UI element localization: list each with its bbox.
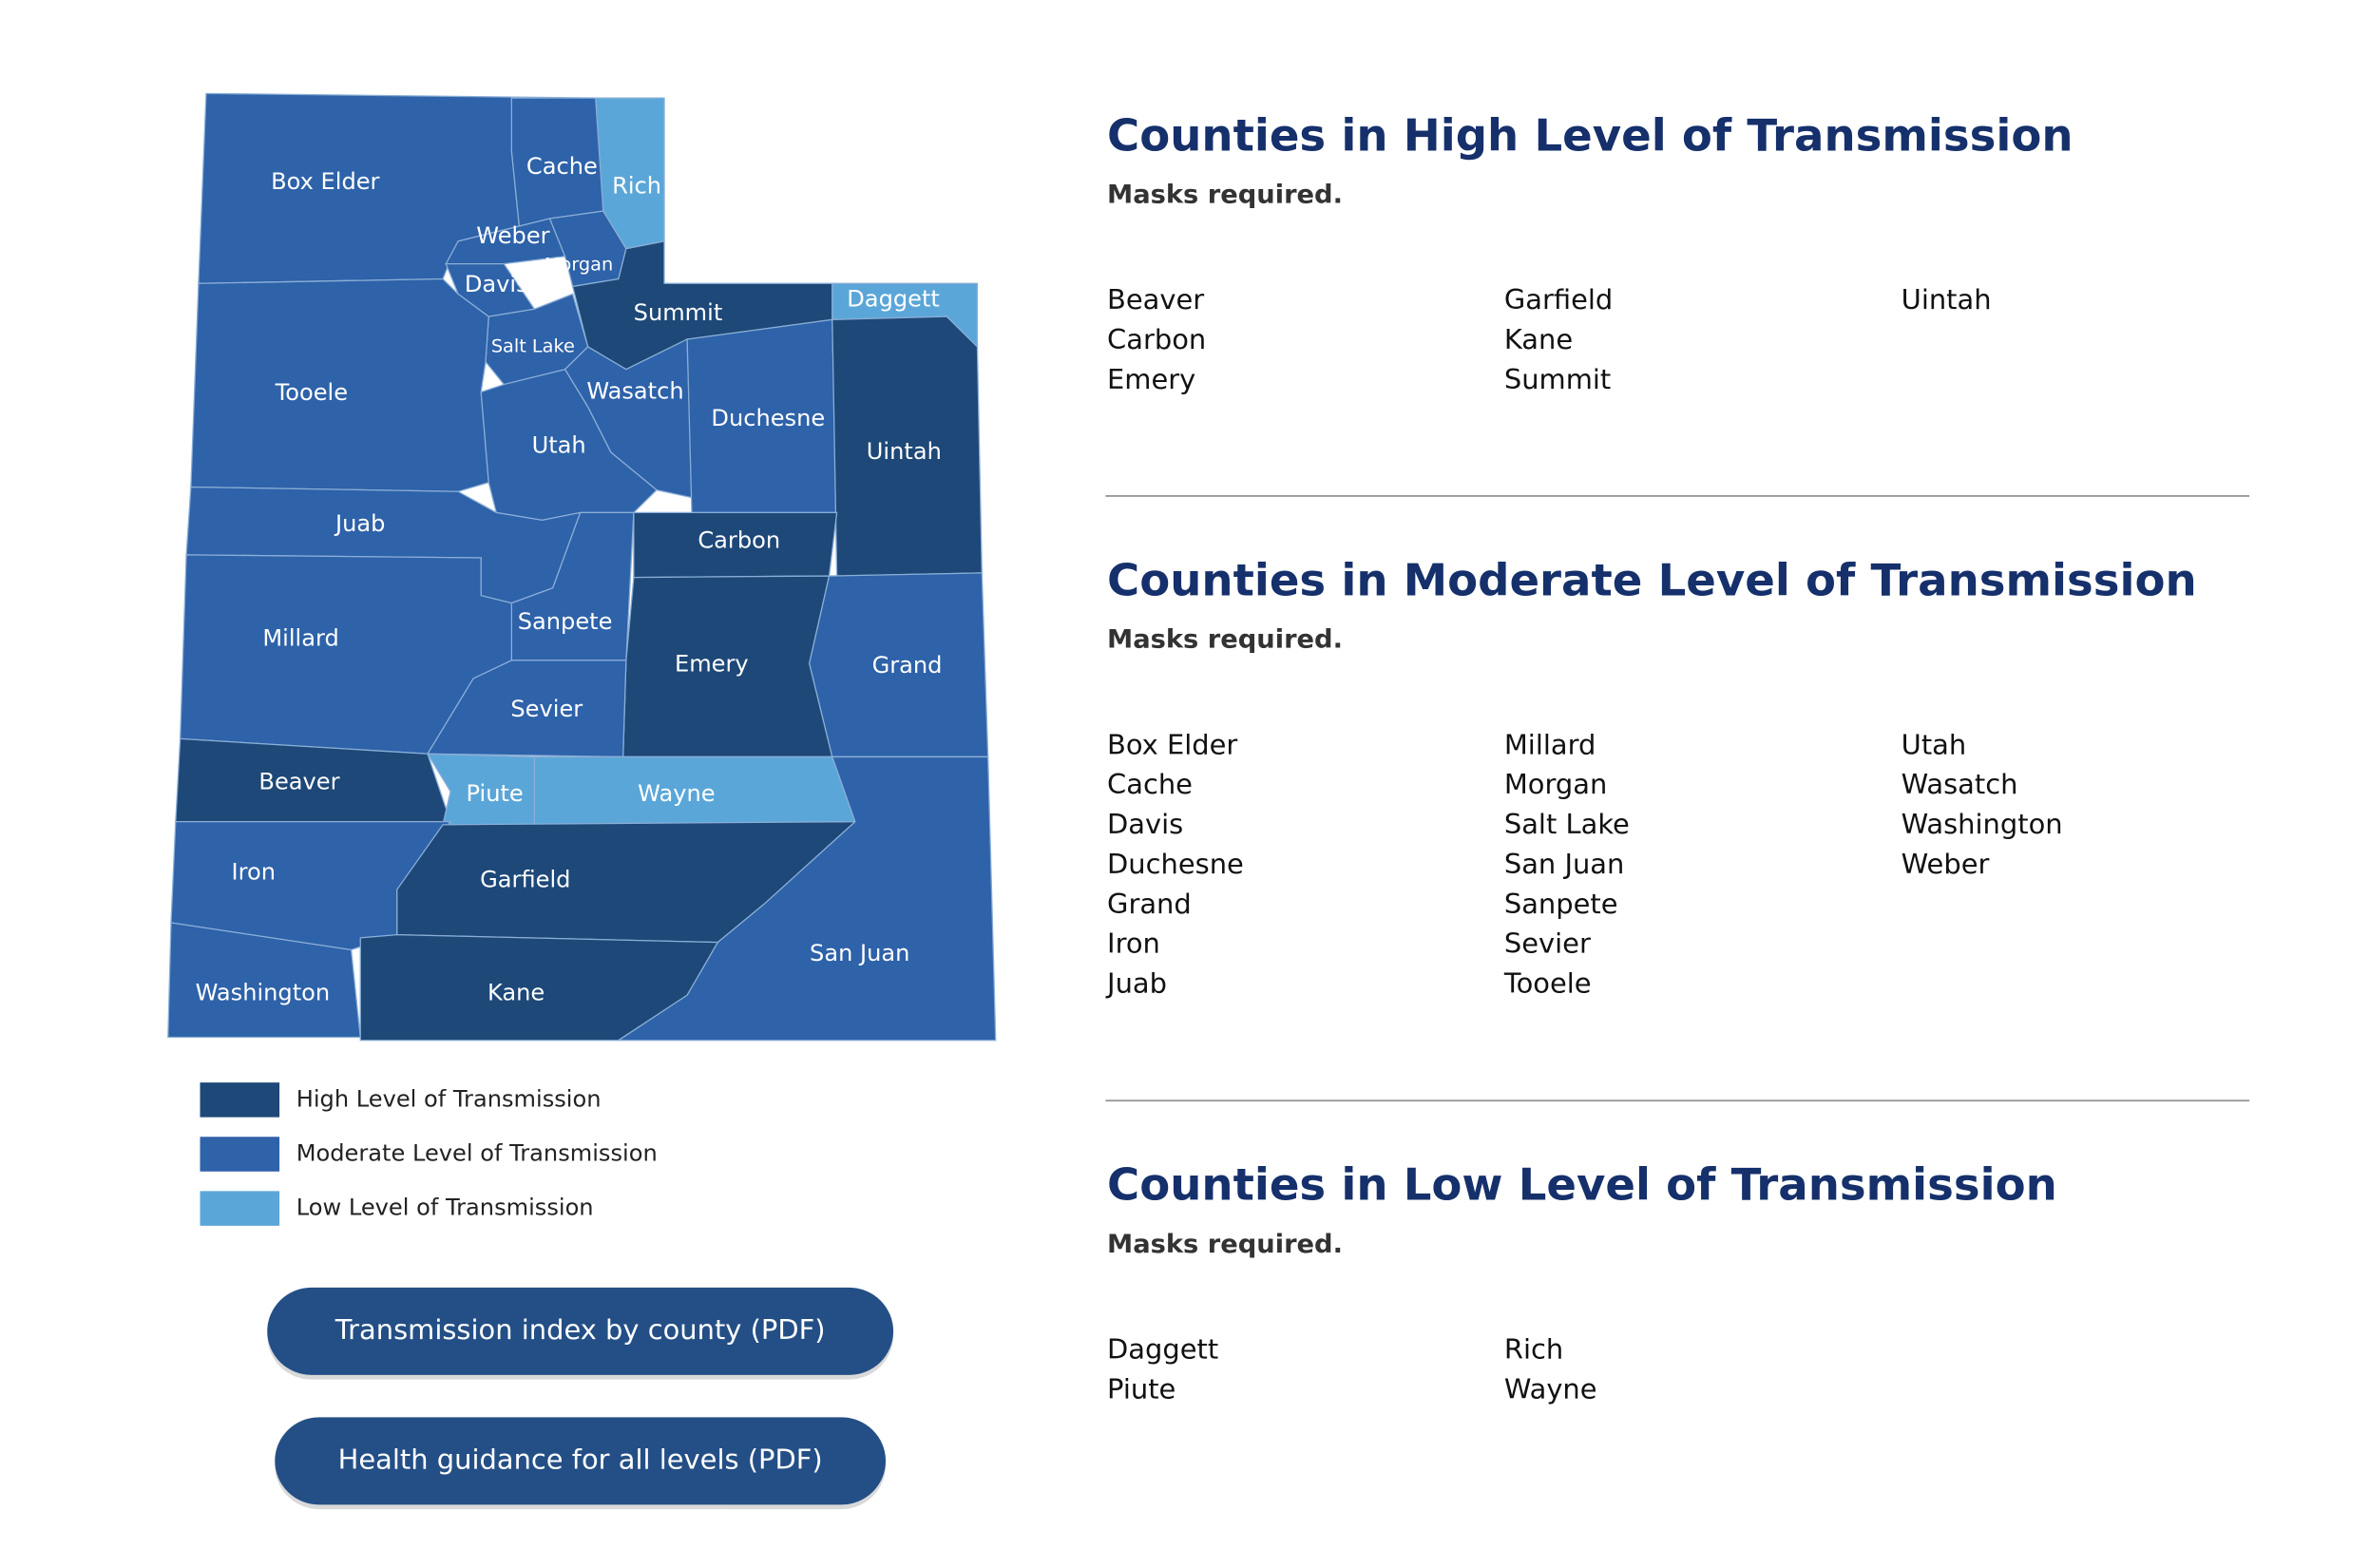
county-name: Millard	[1504, 728, 1596, 760]
county-name: Weber	[1902, 848, 1990, 880]
legend-label: Moderate Level of Transmission	[296, 1140, 658, 1167]
county-shape	[359, 934, 719, 1042]
button-label[interactable]: Transmission index by county (PDF)	[334, 1313, 826, 1346]
county-label: Piute	[467, 780, 524, 807]
county-label: Daggett	[847, 286, 940, 313]
county-name: Kane	[1504, 323, 1573, 355]
county-label: Grand	[872, 652, 943, 679]
county-label: Box Elder	[271, 168, 380, 195]
legend: High Level of Transmission Moderate Level…	[200, 1082, 658, 1226]
legend-label: Low Level of Transmission	[296, 1195, 594, 1221]
county-label: Washington	[196, 980, 331, 1006]
county-label: Beaver	[258, 769, 339, 795]
county-label: Emery	[675, 651, 749, 678]
county-name: Sevier	[1504, 927, 1591, 960]
county-name: Juab	[1105, 967, 1167, 1000]
section-title: Counties in High Level of Transmission	[1107, 110, 2073, 162]
county-name: Wasatch	[1902, 768, 2018, 800]
section-title: Counties in Moderate Level of Transmissi…	[1107, 555, 2197, 606]
county-label: Juab	[334, 510, 385, 537]
county-name: Box Elder	[1107, 728, 1237, 760]
county-name: Washington	[1902, 808, 2063, 840]
county-label: Morgan	[545, 254, 613, 276]
legend-swatch	[200, 1082, 280, 1118]
county-shape	[426, 660, 627, 758]
county-label: Salt Lake	[491, 335, 575, 356]
button[interactable]	[275, 1417, 887, 1505]
county-name: Piute	[1107, 1373, 1175, 1405]
section-subtitle: Masks required.	[1107, 625, 1343, 655]
county-label: Utah	[532, 432, 586, 459]
county-name: Davis	[1107, 808, 1183, 840]
county-label: Summit	[634, 299, 723, 326]
county-name: Rich	[1504, 1333, 1563, 1366]
county-name: Summit	[1504, 363, 1611, 395]
button-label[interactable]: Health guidance for all levels (PDF)	[338, 1443, 823, 1475]
county-label: San Juan	[810, 940, 909, 966]
county-name: Beaver	[1107, 283, 1204, 316]
button[interactable]	[267, 1287, 894, 1375]
county-name: Emery	[1107, 363, 1195, 395]
county-name: Daggett	[1107, 1333, 1218, 1366]
county-lists: Counties in High Level of Transmission Ma…	[1105, 110, 2250, 1405]
county-label: Sevier	[510, 696, 583, 722]
county-label: Kane	[487, 980, 545, 1006]
county-name: Carbon	[1107, 323, 1206, 355]
county-label: Sanpete	[518, 608, 613, 635]
county-shape	[831, 316, 983, 577]
county-name: Garfield	[1504, 283, 1613, 316]
county-map: Box Elder Cache Rich Weber Morgan Davis Summit…	[167, 92, 997, 1042]
county-shape	[480, 368, 658, 522]
buttons: Transmission index by county (PDF) Health…	[267, 1287, 894, 1510]
county-name: Duchesne	[1107, 848, 1244, 880]
county-label: Iron	[232, 859, 276, 886]
county-name: Uintah	[1902, 283, 1992, 316]
county-name: Utah	[1902, 728, 1967, 760]
county-name: Iron	[1107, 927, 1160, 960]
county-label: Tooele	[275, 379, 348, 406]
county-label: Cache	[526, 153, 598, 180]
legend-swatch	[200, 1191, 280, 1226]
county-label: Weber	[476, 222, 549, 249]
county-label: Carbon	[698, 527, 780, 554]
county-label: Duchesne	[711, 405, 825, 431]
county-label: Uintah	[867, 438, 942, 465]
section-subtitle: Masks required.	[1107, 181, 1343, 210]
county-name: Wayne	[1504, 1373, 1597, 1405]
county-label: Wasatch	[586, 378, 683, 405]
county-label: Rich	[612, 173, 661, 200]
county-name: Sanpete	[1504, 888, 1618, 920]
county-name: San Juan	[1504, 848, 1625, 880]
county-label: Davis	[465, 271, 528, 297]
legend-swatch	[200, 1137, 280, 1172]
section-title: Counties in Low Level of Transmission	[1107, 1159, 2057, 1211]
legend-label: High Level of Transmission	[296, 1085, 602, 1112]
county-name: Cache	[1107, 768, 1193, 800]
county-label: Garfield	[480, 867, 570, 893]
county-label: Wayne	[638, 780, 715, 807]
county-label: Millard	[262, 625, 338, 652]
section-subtitle: Masks required.	[1107, 1230, 1343, 1259]
county-name: Morgan	[1504, 768, 1607, 800]
county-name: Grand	[1107, 888, 1192, 920]
county-name: Salt Lake	[1504, 808, 1630, 840]
county-name: Tooele	[1503, 967, 1592, 1000]
